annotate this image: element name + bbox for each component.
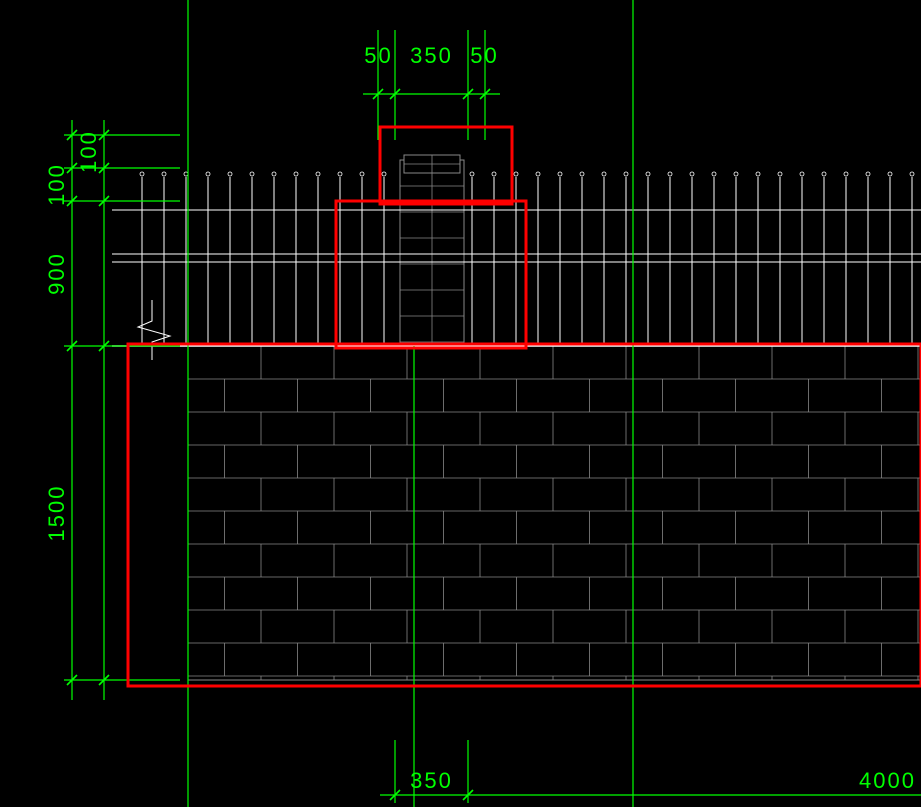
dim-bottom-4000: 4000 bbox=[859, 768, 916, 793]
red-box-2 bbox=[128, 344, 921, 686]
dim-top-350: 350 bbox=[410, 43, 453, 68]
pillar bbox=[400, 155, 464, 346]
dim-bottom: 350 4000 bbox=[380, 740, 921, 803]
cad-drawing: 50 350 50 350 4000 100 100 900 1500 bbox=[0, 0, 921, 807]
dim-left-100-0: 100 bbox=[76, 130, 101, 173]
main-wall bbox=[188, 346, 921, 680]
dim-top: 50 350 50 bbox=[363, 30, 500, 140]
brick-layer bbox=[188, 155, 921, 680]
dim-top-50-right: 50 bbox=[470, 43, 498, 68]
dim-left-900-2: 900 bbox=[44, 252, 69, 295]
dim-left: 100 100 900 1500 bbox=[44, 120, 180, 700]
dim-left-1500-3: 1500 bbox=[44, 485, 69, 542]
dim-top-50-left: 50 bbox=[364, 43, 392, 68]
dim-left-100-1: 100 bbox=[44, 163, 69, 206]
dim-bottom-350: 350 bbox=[410, 768, 453, 793]
railing bbox=[112, 172, 921, 346]
break-line bbox=[138, 300, 170, 360]
